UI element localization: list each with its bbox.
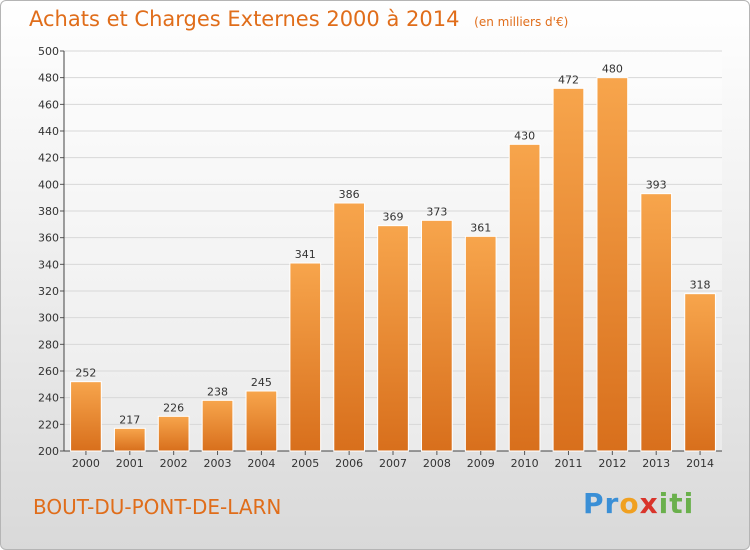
chart-title-text: Achats et Charges Externes 2000 à 2014 <box>29 7 460 31</box>
y-tick-label: 320 <box>38 285 59 298</box>
bar <box>684 293 716 452</box>
y-tick-label: 220 <box>38 418 59 431</box>
y-tick-label: 260 <box>38 365 59 378</box>
bar <box>421 219 453 452</box>
y-tick-label: 240 <box>38 392 59 405</box>
commune-name: BOUT-DU-PONT-DE-LARN <box>33 495 282 519</box>
data-label: 238 <box>207 385 228 398</box>
bar <box>333 202 365 452</box>
chart-title: Achats et Charges Externes 2000 à 2014 (… <box>29 7 568 31</box>
data-label: 252 <box>75 367 96 380</box>
x-tick-label: 2002 <box>160 457 188 470</box>
y-tick-label: 460 <box>38 98 59 111</box>
x-tick-label: 2007 <box>379 457 407 470</box>
bar <box>552 87 585 452</box>
x-tick-label: 2010 <box>511 457 539 470</box>
data-label: 386 <box>339 188 360 201</box>
x-tick-label: 2009 <box>467 457 495 470</box>
y-tick-label: 360 <box>38 232 59 245</box>
proxiti-logo: Proxiti <box>583 487 695 520</box>
y-tick-label: 380 <box>38 205 59 218</box>
chart-unit: (en milliers d'€) <box>474 15 569 29</box>
data-label: 472 <box>558 73 579 86</box>
bar <box>113 427 146 452</box>
data-label: 430 <box>514 129 535 142</box>
y-tick-label: 500 <box>38 45 59 58</box>
data-label: 480 <box>602 63 623 76</box>
bar <box>508 143 541 452</box>
bar <box>596 77 629 452</box>
y-tick-label: 400 <box>38 178 59 191</box>
y-tick-label: 300 <box>38 312 59 325</box>
data-label: 369 <box>383 211 404 224</box>
y-tick-label: 420 <box>38 152 59 165</box>
data-label: 226 <box>163 401 184 414</box>
data-label: 318 <box>690 279 711 292</box>
data-label: 341 <box>295 248 316 261</box>
bar <box>640 193 673 452</box>
bar <box>289 262 322 452</box>
y-tick-label: 200 <box>38 445 59 458</box>
bar <box>377 225 409 452</box>
x-tick-label: 2012 <box>598 457 626 470</box>
x-tick-label: 2008 <box>423 457 451 470</box>
bar <box>70 381 102 452</box>
y-tick-label: 440 <box>38 125 59 138</box>
bar <box>201 399 234 452</box>
x-tick-label: 2014 <box>686 457 714 470</box>
data-label: 217 <box>119 413 140 426</box>
bar <box>464 235 497 452</box>
bar <box>245 390 278 452</box>
x-tick-label: 2000 <box>72 457 100 470</box>
x-tick-label: 2004 <box>247 457 275 470</box>
data-label: 393 <box>646 179 667 192</box>
bar <box>157 415 190 452</box>
x-tick-label: 2011 <box>554 457 582 470</box>
data-label: 373 <box>426 205 447 218</box>
data-label: 245 <box>251 376 272 389</box>
y-tick-label: 340 <box>38 258 59 271</box>
x-tick-label: 2013 <box>642 457 670 470</box>
x-tick-label: 2005 <box>291 457 319 470</box>
x-tick-label: 2006 <box>335 457 363 470</box>
x-tick-label: 2001 <box>116 457 144 470</box>
y-tick-label: 280 <box>38 338 59 351</box>
data-label: 361 <box>470 221 491 234</box>
x-tick-label: 2003 <box>204 457 232 470</box>
y-tick-label: 480 <box>38 72 59 85</box>
